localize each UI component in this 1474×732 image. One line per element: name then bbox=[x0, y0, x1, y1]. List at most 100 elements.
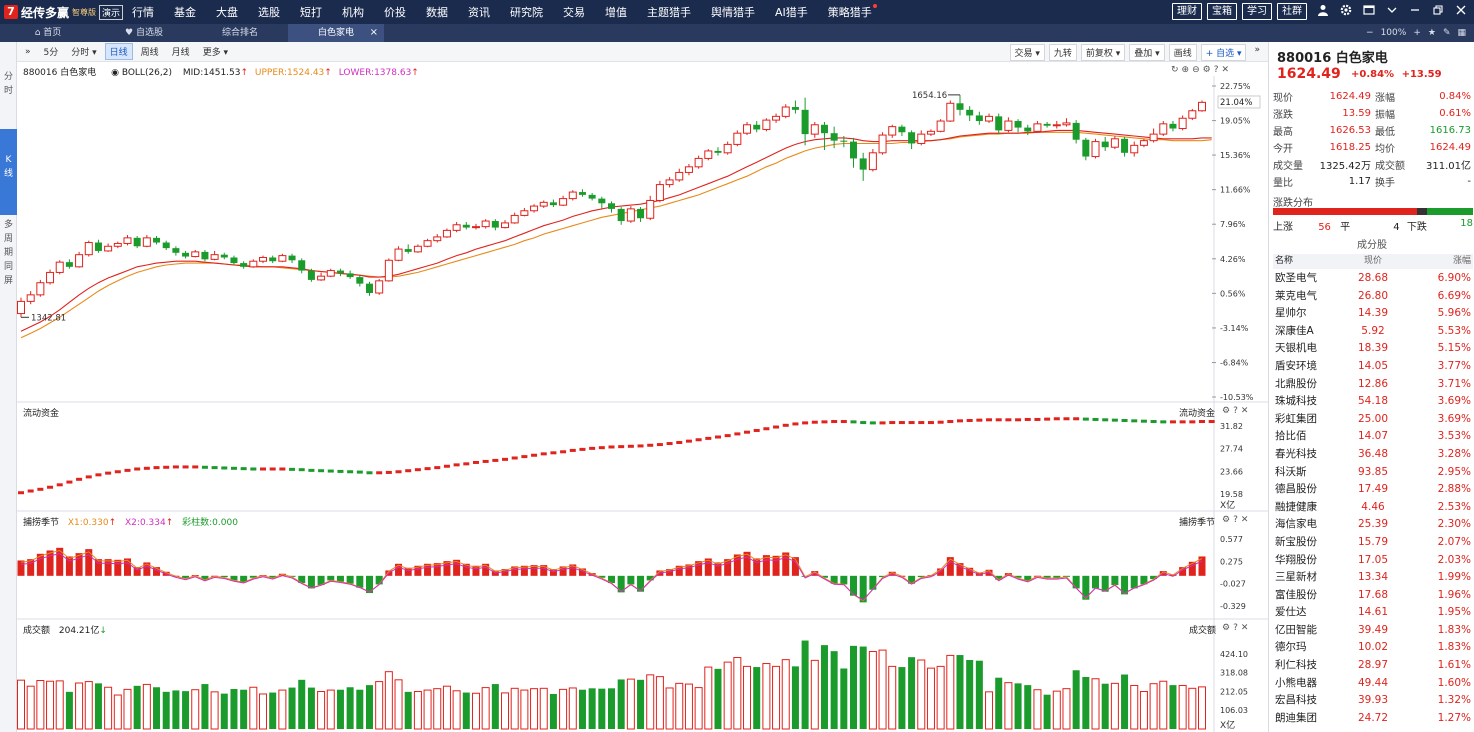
list-item[interactable]: 新宝股份 15.79 2.07% bbox=[1273, 534, 1473, 552]
menu-item-0[interactable]: 行情 bbox=[132, 6, 154, 19]
list-item[interactable]: 莱克电气 26.80 6.69% bbox=[1273, 288, 1473, 306]
chevron-down-icon[interactable] bbox=[1385, 4, 1399, 19]
menu-item-7[interactable]: 数据 bbox=[426, 6, 448, 19]
list-item[interactable]: 德昌股份 17.49 2.88% bbox=[1273, 481, 1473, 499]
list-item[interactable]: 德尔玛 10.02 1.83% bbox=[1273, 639, 1473, 657]
candle-body bbox=[65, 262, 73, 267]
menu-item-4[interactable]: 短打 bbox=[300, 6, 322, 19]
draw-line-button[interactable]: 画线 bbox=[1168, 44, 1197, 61]
restore-icon[interactable] bbox=[1431, 4, 1445, 19]
liquidity-tools[interactable]: ⚙?✕ bbox=[1222, 406, 1252, 416]
catch-tools[interactable]: ⚙?✕ bbox=[1222, 515, 1252, 525]
list-item[interactable]: 拾比佰 14.07 3.53% bbox=[1273, 428, 1473, 446]
tab-baise-jiadian[interactable]: 白色家电 × bbox=[288, 24, 384, 42]
list-item[interactable]: 利仁科技 28.97 1.61% bbox=[1273, 657, 1473, 675]
menu-item-2[interactable]: 大盘 bbox=[216, 6, 238, 19]
app-logo[interactable]: 7 经传多赢 智尊版 演示 bbox=[0, 4, 132, 21]
menu-item-14[interactable]: AI猎手 bbox=[775, 6, 808, 19]
menu-item-15[interactable]: 策略猎手 bbox=[827, 4, 877, 19]
tab-home[interactable]: ⌂ 首页 bbox=[0, 24, 96, 42]
distribution-flat-segment bbox=[1416, 208, 1427, 215]
pencil-icon[interactable]: ✎ bbox=[1442, 28, 1451, 38]
jiuzhuan-button[interactable]: 九转 bbox=[1048, 44, 1077, 61]
baoxiang-button[interactable]: 宝箱 bbox=[1207, 3, 1237, 20]
list-item[interactable]: 深康佳A 5.92 5.53% bbox=[1273, 323, 1473, 341]
list-item[interactable]: 亿田智能 39.49 1.83% bbox=[1273, 622, 1473, 640]
fenshi-tab[interactable]: 分时 bbox=[3, 72, 13, 96]
user-icon[interactable] bbox=[1316, 4, 1330, 19]
list-item[interactable]: 小熊电器 49.44 1.60% bbox=[1273, 675, 1473, 693]
tab-watchlist[interactable]: ♥ 自选股 bbox=[96, 24, 192, 42]
candle-body bbox=[646, 199, 655, 219]
period-day-button[interactable]: 日线 bbox=[104, 43, 133, 60]
menu-item-5[interactable]: 机构 bbox=[342, 6, 364, 19]
list-item[interactable]: 珠城科技 54.18 3.69% bbox=[1273, 393, 1473, 411]
catch-bar bbox=[520, 565, 528, 576]
xuexi-button[interactable]: 学习 bbox=[1242, 3, 1272, 20]
menu-item-10[interactable]: 交易 bbox=[563, 6, 585, 19]
y-tick-label: 0.56% bbox=[1220, 289, 1246, 298]
close-icon[interactable] bbox=[1454, 4, 1468, 19]
menu-item-3[interactable]: 选股 bbox=[258, 6, 280, 19]
main-chart-tools[interactable]: ↻⊕⊖⚙?✕ bbox=[1171, 65, 1233, 75]
grid-icon[interactable]: ▦ bbox=[1457, 28, 1466, 38]
menu-item-11[interactable]: 增值 bbox=[605, 6, 627, 19]
shequn-button[interactable]: 社群 bbox=[1277, 3, 1307, 20]
menu-item-6[interactable]: 价投 bbox=[384, 6, 406, 19]
list-item[interactable]: 天银机电 18.39 5.15% bbox=[1273, 340, 1473, 358]
menu-item-13[interactable]: 舆情猎手 bbox=[711, 6, 755, 19]
period-minute-button[interactable]: 分时 ▾ bbox=[71, 48, 97, 58]
volume-tools[interactable]: ⚙?✕ bbox=[1222, 623, 1252, 633]
expand-button[interactable]: » bbox=[25, 46, 31, 57]
col-price[interactable]: 现价 bbox=[1363, 256, 1382, 266]
adjust-button[interactable]: 前复权 ▾ bbox=[1080, 44, 1126, 61]
liquidity-bar bbox=[337, 469, 344, 473]
list-item[interactable]: 春光科技 36.48 3.28% bbox=[1273, 446, 1473, 464]
list-item[interactable]: 宏昌科技 39.93 1.32% bbox=[1273, 692, 1473, 710]
tab-ranking[interactable]: 综合排名 bbox=[192, 24, 288, 42]
list-item[interactable]: 欧圣电气 28.68 6.90% bbox=[1273, 270, 1473, 288]
menu-item-1[interactable]: 基金 bbox=[174, 6, 196, 19]
boll-indicator-select[interactable]: ◉ BOLL(26,2) bbox=[111, 68, 173, 78]
menu-item-8[interactable]: 资讯 bbox=[468, 6, 490, 19]
liquidity-bar bbox=[269, 467, 276, 471]
period-month-button[interactable]: 月线 bbox=[171, 48, 190, 58]
gear-icon[interactable] bbox=[1339, 4, 1353, 19]
liquidity-bar bbox=[1005, 418, 1012, 422]
period-5min-button[interactable]: 5分 bbox=[43, 48, 59, 58]
minimize-icon[interactable] bbox=[1408, 4, 1422, 19]
add-watchlist-button[interactable]: + 自选 ▾ bbox=[1200, 44, 1247, 61]
list-item[interactable]: 海信家电 25.39 2.30% bbox=[1273, 516, 1473, 534]
menu-item-9[interactable]: 研究院 bbox=[510, 6, 543, 19]
tab-close-icon[interactable]: × bbox=[369, 27, 378, 38]
overlay-button[interactable]: 叠加 ▾ bbox=[1129, 44, 1165, 61]
quote-row: 涨跌 13.59 振幅 0.61% bbox=[1273, 105, 1473, 122]
period-more-button[interactable]: 更多 ▾ bbox=[202, 48, 229, 58]
zoom-in-button[interactable]: + bbox=[1413, 28, 1421, 38]
list-item[interactable]: 北鼎股份 12.86 3.71% bbox=[1273, 376, 1473, 394]
kline-chart-svg[interactable]: 22.75% 19.05% 15.36% 11.66% 7.96% 4.26% 0.56% -… bbox=[17, 62, 1268, 732]
period-week-button[interactable]: 周线 bbox=[140, 48, 159, 58]
list-item[interactable]: 盾安环境 14.05 3.77% bbox=[1273, 358, 1473, 376]
list-item[interactable]: 华翔股份 17.05 2.03% bbox=[1273, 552, 1473, 570]
list-item[interactable]: 爱仕达 14.61 1.95% bbox=[1273, 604, 1473, 622]
list-item[interactable]: 彩虹集团 25.00 3.69% bbox=[1273, 411, 1473, 429]
col-pct[interactable]: 涨幅 bbox=[1452, 256, 1471, 266]
list-item[interactable]: 富佳股份 17.68 1.96% bbox=[1273, 587, 1473, 605]
licai-button[interactable]: 理财 bbox=[1172, 3, 1202, 20]
window-icon[interactable] bbox=[1362, 4, 1376, 19]
list-item[interactable]: 融捷健康 4.46 2.53% bbox=[1273, 499, 1473, 517]
col-name[interactable]: 名称 bbox=[1275, 256, 1294, 266]
menu-item-12[interactable]: 主题猎手 bbox=[647, 6, 691, 19]
zoom-out-button[interactable]: − bbox=[1366, 28, 1374, 38]
list-item[interactable]: 朗迪集团 24.72 1.27% bbox=[1273, 710, 1473, 728]
list-item[interactable]: 三星新材 13.34 1.99% bbox=[1273, 569, 1473, 587]
multi-period-tab[interactable]: 多周期同屏 bbox=[3, 220, 13, 286]
list-item[interactable]: 科沃斯 93.85 2.95% bbox=[1273, 464, 1473, 482]
home-icon: ⌂ bbox=[34, 28, 44, 38]
list-item[interactable]: 星帅尔 14.39 5.96% bbox=[1273, 305, 1473, 323]
trade-button[interactable]: 交易 ▾ bbox=[1009, 44, 1045, 61]
collapse-icon[interactable]: » bbox=[1254, 45, 1260, 55]
star-icon[interactable]: ★ bbox=[1427, 28, 1436, 38]
